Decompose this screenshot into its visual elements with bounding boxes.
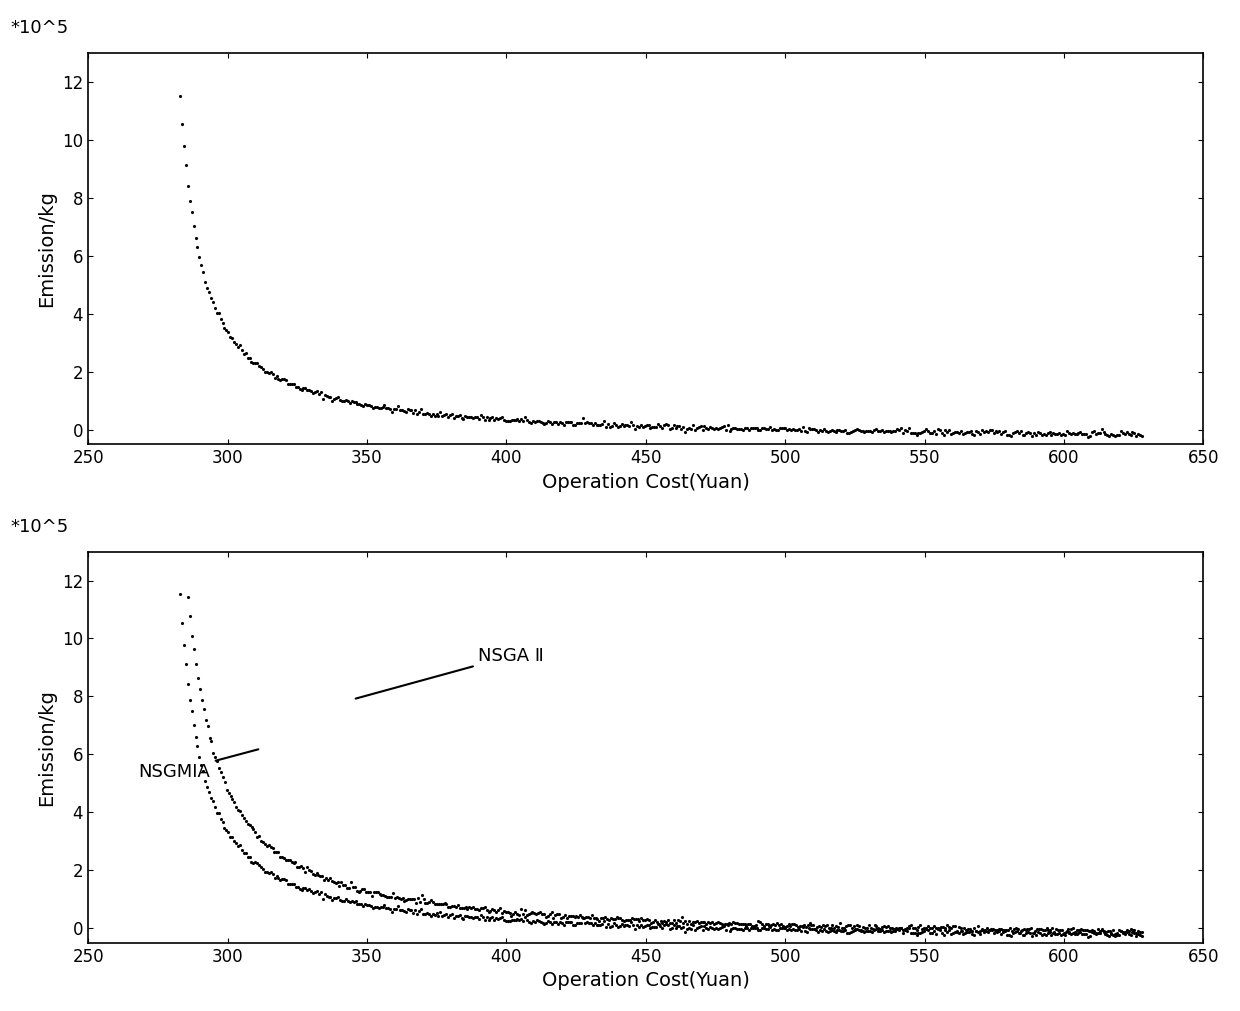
Text: NSGMIA: NSGMIA <box>139 749 258 780</box>
Text: *10^5: *10^5 <box>10 518 68 536</box>
X-axis label: Operation Cost(Yuan): Operation Cost(Yuan) <box>542 972 750 990</box>
X-axis label: Operation Cost(Yuan): Operation Cost(Yuan) <box>542 472 750 491</box>
Y-axis label: Emission/kg: Emission/kg <box>37 688 57 806</box>
Text: *10^5: *10^5 <box>10 19 68 37</box>
Text: NSGA Ⅱ: NSGA Ⅱ <box>356 647 544 699</box>
Y-axis label: Emission/kg: Emission/kg <box>37 190 57 307</box>
